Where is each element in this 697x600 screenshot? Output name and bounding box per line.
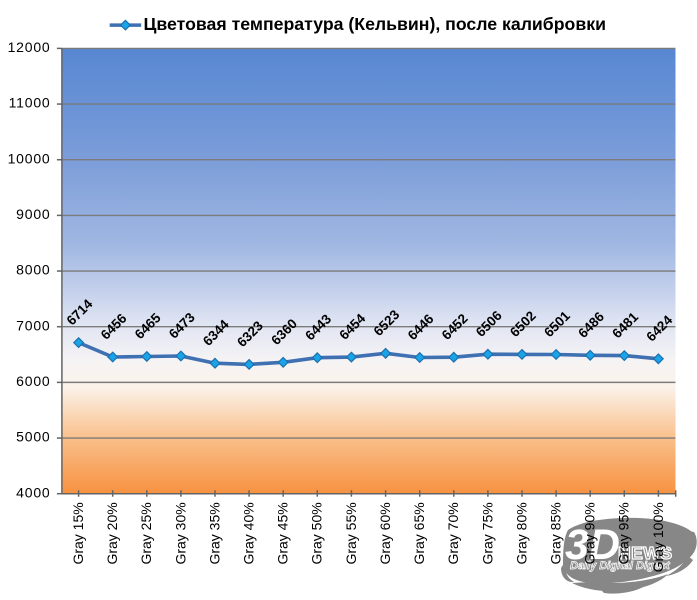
- svg-text:Gray 45%: Gray 45%: [275, 502, 291, 564]
- svg-text:Gray 80%: Gray 80%: [513, 502, 529, 564]
- svg-text:7000: 7000: [16, 317, 50, 333]
- svg-text:Gray 55%: Gray 55%: [343, 502, 359, 564]
- svg-text:Цветовая температура (Кельвин): Цветовая температура (Кельвин), после ка…: [144, 14, 606, 34]
- svg-text:Gray 65%: Gray 65%: [411, 502, 427, 564]
- svg-text:Gray 60%: Gray 60%: [377, 502, 393, 564]
- svg-text:Gray 15%: Gray 15%: [70, 502, 86, 564]
- svg-text:Gray 35%: Gray 35%: [206, 502, 222, 564]
- svg-text:Gray 30%: Gray 30%: [172, 502, 188, 564]
- svg-text:Gray 85%: Gray 85%: [548, 502, 564, 564]
- svg-text:4000: 4000: [16, 484, 50, 500]
- svg-text:10000: 10000: [8, 150, 51, 166]
- svg-text:Gray 25%: Gray 25%: [138, 502, 154, 564]
- svg-text:Gray 50%: Gray 50%: [309, 502, 325, 564]
- svg-text:Gray 40%: Gray 40%: [241, 502, 257, 564]
- svg-text:Gray 95%: Gray 95%: [616, 502, 632, 564]
- svg-text:11000: 11000: [9, 95, 51, 111]
- svg-text:8000: 8000: [16, 262, 50, 278]
- svg-text:6000: 6000: [16, 373, 50, 389]
- svg-text:9000: 9000: [16, 206, 50, 222]
- svg-text:NEWS: NEWS: [618, 543, 673, 563]
- svg-text:Gray 70%: Gray 70%: [445, 502, 461, 564]
- svg-text:5000: 5000: [16, 429, 50, 445]
- svg-text:Gray 75%: Gray 75%: [479, 502, 495, 564]
- svg-text:3D: 3D: [565, 521, 620, 569]
- svg-text:Gray 90%: Gray 90%: [582, 502, 598, 564]
- svg-text:12000: 12000: [8, 39, 51, 55]
- svg-text:Daily Digital Digest: Daily Digital Digest: [570, 560, 671, 572]
- svg-text:Gray 100%: Gray 100%: [650, 502, 666, 572]
- svg-text:Gray 20%: Gray 20%: [104, 502, 120, 564]
